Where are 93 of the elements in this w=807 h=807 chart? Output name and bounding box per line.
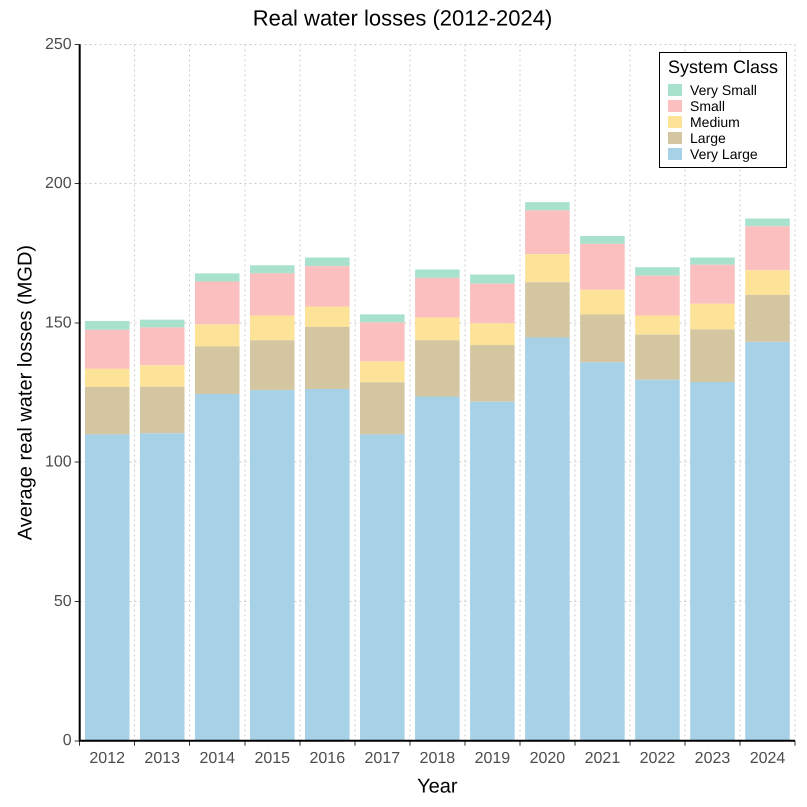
y-tick-label: 250 [44,36,72,53]
x-tick-label: 2022 [640,750,676,767]
bar [84,387,130,434]
x-tick-label: 2021 [584,750,620,767]
legend-label: Very Small [690,82,757,98]
y-tick-label: 200 [44,175,72,192]
bar [360,361,405,382]
legend-label: Small [690,98,726,114]
bar [84,434,130,740]
bar [194,346,240,394]
bar [690,329,735,382]
bar [305,326,350,389]
y-tick-label: 150 [44,314,72,332]
bar [140,386,185,434]
x-tick-label: 2024 [750,750,786,767]
bar [305,258,350,266]
bar [250,265,295,274]
bar [690,264,735,304]
x-tick-label: 2017 [364,750,400,767]
bar [635,334,680,380]
bar [635,267,680,276]
bar [635,380,680,740]
bar [305,388,350,740]
bar [470,344,515,402]
bar [580,236,625,244]
bar [250,390,295,740]
bar [140,365,185,387]
bar [305,306,350,327]
bar [525,337,570,740]
bar [84,321,130,330]
bar [690,258,735,265]
bar [745,342,790,740]
bar [250,315,295,340]
bar [470,274,515,284]
bar [415,340,460,396]
y-tick-label: 100 [44,454,72,471]
bar [745,226,790,270]
bar [360,434,405,740]
bar [525,210,570,254]
bar [194,324,240,346]
x-tick-label: 2013 [144,750,180,767]
bar [140,327,185,366]
legend-title: System Class [668,57,778,78]
x-tick-label: 2015 [254,750,290,767]
y-axis-title: Average real water losses (MGD) [14,244,37,540]
bar [415,318,460,340]
bar [250,273,295,316]
bar [360,314,405,322]
bar [745,294,790,342]
bar [305,266,350,307]
bar [580,314,625,362]
chart-title: Real water losses (2012-2024) [252,5,552,30]
bar [580,244,625,290]
bar [84,330,130,369]
bar [140,320,185,328]
bar [690,382,735,740]
bar [360,382,405,434]
bar [580,362,625,740]
x-tick-label: 2023 [694,750,730,767]
x-tick-label: 2014 [199,750,236,767]
bar [415,396,460,740]
bar [745,270,790,295]
bar [525,254,570,282]
x-axis-title: Year [417,776,458,798]
y-tick-label: 0 [62,732,72,750]
legend-label: Large [690,130,726,146]
x-tick-label: 2019 [474,750,510,767]
bar [690,304,735,330]
bar [525,282,570,338]
bar [140,433,185,740]
y-tick-label: 50 [54,592,72,610]
bar [415,269,460,278]
bar [194,273,240,282]
bar [415,278,460,318]
x-tick-label: 2012 [89,750,126,767]
bar [580,290,625,314]
bar [194,281,240,324]
bar [470,284,515,324]
x-tick-label: 2020 [530,750,566,767]
bar [250,340,295,390]
bar [470,402,515,740]
bar [194,394,240,740]
legend-label: Medium [690,114,740,130]
legend-label: Very Large [690,146,758,162]
bar [635,276,680,316]
bar [360,322,405,362]
bar [470,323,515,345]
x-tick-label: 2018 [420,750,456,767]
bar [635,315,680,335]
x-tick-label: 2016 [310,750,346,767]
bar [84,368,130,388]
bar [525,202,570,210]
bar [745,218,790,226]
